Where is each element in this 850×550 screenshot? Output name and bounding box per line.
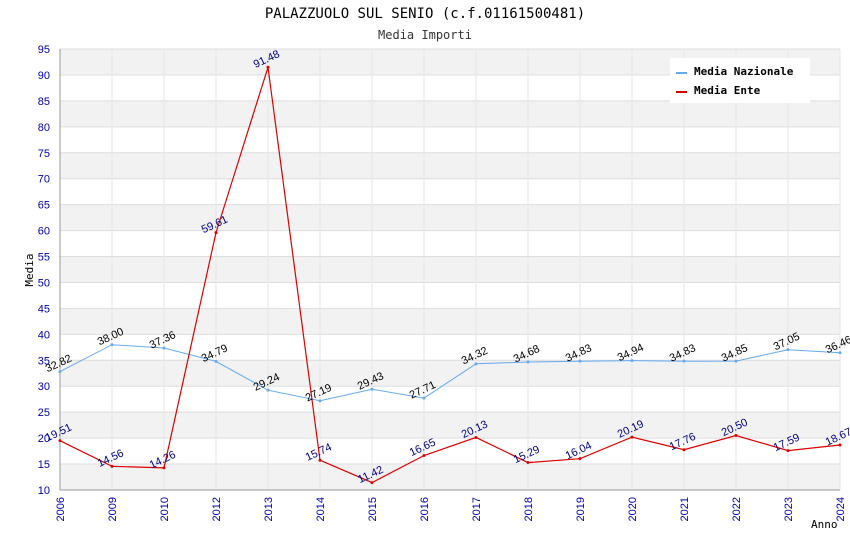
data-point xyxy=(630,435,634,439)
x-tick-label: 2021 xyxy=(679,497,691,521)
grid-band xyxy=(60,152,840,179)
data-point xyxy=(734,434,738,438)
data-point xyxy=(162,346,166,350)
data-point xyxy=(370,481,374,485)
y-tick-label: 85 xyxy=(38,96,50,108)
data-point xyxy=(58,439,62,443)
x-axis-ticks: 2006 2009 2010 2012 2013 2014 2015 2016 2017 2018… xyxy=(55,497,847,521)
x-tick-label: 2023 xyxy=(783,497,795,521)
grid-band xyxy=(60,308,840,335)
data-point xyxy=(682,359,686,363)
x-tick-label: 2024 xyxy=(835,497,847,521)
y-tick-label: 95 xyxy=(38,44,50,56)
data-point xyxy=(838,351,842,355)
data-point xyxy=(110,343,114,347)
x-tick-label: 2012 xyxy=(211,497,223,521)
y-axis-ticks: 10 15 20 25 30 35 40 45 50 55 60 65 70 75 80 85 90 95 xyxy=(38,44,50,497)
data-point xyxy=(266,388,270,392)
data-point xyxy=(786,449,790,453)
x-tick-label: 2018 xyxy=(523,497,535,521)
x-tick-label: 2006 xyxy=(55,497,67,521)
data-point xyxy=(526,461,530,465)
y-tick-label: 80 xyxy=(38,122,50,134)
y-tick-label: 15 xyxy=(38,459,50,471)
x-tick-label: 2019 xyxy=(575,497,587,521)
data-point xyxy=(318,399,322,403)
data-point xyxy=(474,435,478,439)
x-tick-label: 2014 xyxy=(315,497,327,521)
series-line-media-ente xyxy=(59,67,841,484)
grid-band xyxy=(60,204,840,231)
x-tick-label: 2016 xyxy=(419,497,431,521)
y-tick-label: 40 xyxy=(38,329,50,341)
y-tick-label: 90 xyxy=(38,70,50,82)
legend-box xyxy=(670,58,810,103)
x-tick-label: 2013 xyxy=(263,497,275,521)
legend-label-ente: Media Ente xyxy=(694,84,761,97)
x-tick-label: 2022 xyxy=(731,497,743,521)
grid-band xyxy=(60,464,840,490)
data-point xyxy=(734,359,738,363)
y-tick-label: 20 xyxy=(38,433,50,445)
data-point xyxy=(526,360,530,364)
series-lines xyxy=(58,65,842,485)
x-tick-label: 2015 xyxy=(367,497,379,521)
data-point xyxy=(630,359,634,363)
data-point xyxy=(370,387,374,391)
data-point xyxy=(474,362,478,366)
grid-band xyxy=(60,100,840,127)
chart-subtitle: Media Importi xyxy=(378,28,472,42)
grid-band xyxy=(60,360,840,387)
data-point xyxy=(578,457,582,461)
grid-band xyxy=(60,256,840,283)
legend: Media Nazionale Media Ente xyxy=(670,58,810,103)
y-tick-label: 10 xyxy=(38,485,50,497)
x-tick-label: 2010 xyxy=(159,497,171,521)
y-tick-label: 50 xyxy=(38,277,50,289)
x-tick-label: 2017 xyxy=(471,497,483,521)
data-point xyxy=(578,359,582,363)
data-point xyxy=(838,443,842,447)
grid-band xyxy=(60,412,840,439)
y-tick-label: 75 xyxy=(38,148,50,160)
y-tick-label: 35 xyxy=(38,355,50,367)
y-tick-label: 55 xyxy=(38,252,50,264)
y-tick-label: 25 xyxy=(38,407,50,419)
data-point xyxy=(422,453,426,457)
x-axis-label: Anno xyxy=(811,518,838,531)
data-point xyxy=(110,464,114,468)
x-tick-label: 2009 xyxy=(107,497,119,521)
data-point xyxy=(318,458,322,462)
grid-bands xyxy=(60,49,840,490)
data-point xyxy=(214,359,218,363)
y-tick-label: 60 xyxy=(38,226,50,238)
data-point xyxy=(162,466,166,470)
data-point xyxy=(58,370,62,374)
y-tick-label: 30 xyxy=(38,381,50,393)
y-axis-label: Media xyxy=(23,253,36,286)
y-tick-label: 70 xyxy=(38,174,50,186)
data-point xyxy=(266,65,270,69)
x-tick-label: 2020 xyxy=(627,497,639,521)
series-line-media-nazionale xyxy=(59,344,841,402)
y-tick-label: 45 xyxy=(38,303,50,315)
data-point xyxy=(422,396,426,400)
y-tick-label: 65 xyxy=(38,200,50,212)
data-point xyxy=(682,448,686,452)
data-point xyxy=(786,348,790,352)
chart-title: PALAZZUOLO SUL SENIO (c.f.01161500481) xyxy=(265,6,585,22)
legend-label-nazionale: Media Nazionale xyxy=(694,65,794,78)
data-point xyxy=(214,231,218,235)
